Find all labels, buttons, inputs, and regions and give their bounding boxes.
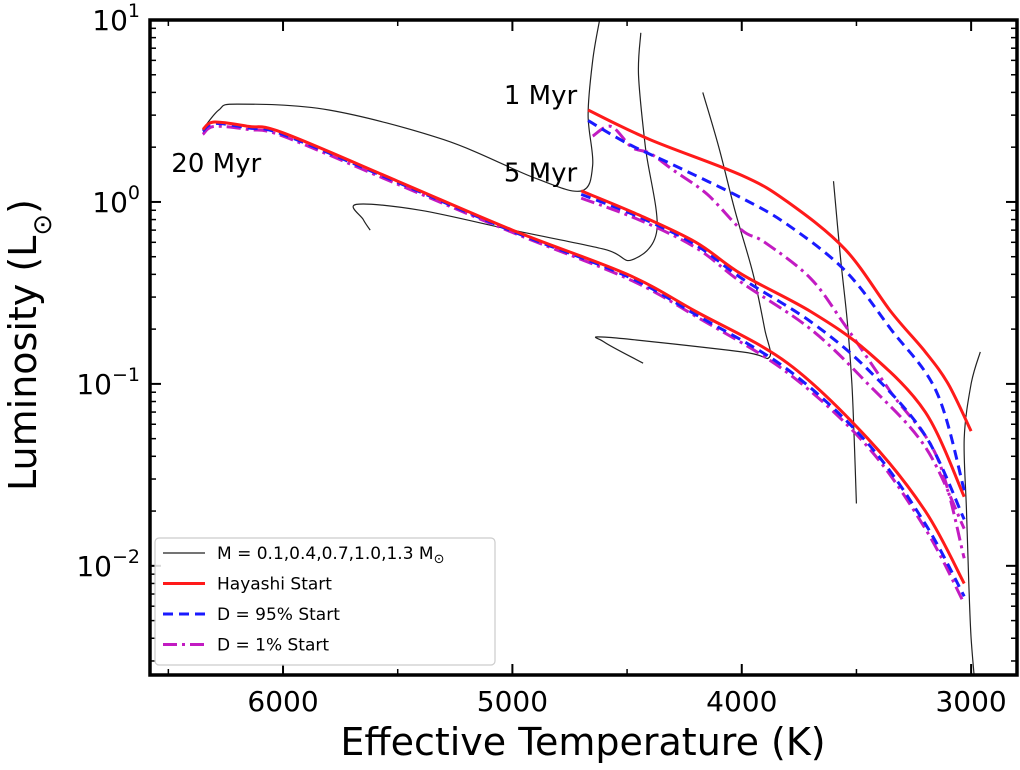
y-axis-label-sun-symbol: ⊙ (28, 214, 58, 236)
isochrone-hayashi-start-5-myr (580, 189, 966, 498)
legend-label-text: M = 0.1,0.4,0.7,1.0,1.3 M (217, 544, 434, 564)
y-tick-base: 10 (92, 186, 128, 219)
isochrone-age-label-2: 20 Myr (171, 149, 261, 179)
legend-label-text: Hayashi Start (217, 575, 332, 595)
isochrone-d-95-start-5-myr (580, 193, 966, 521)
y-axis-label-main: Luminosity (L (1, 236, 45, 491)
track-line-2 (595, 92, 772, 364)
y-tick-label-2: 10−1 (76, 364, 140, 401)
legend-label-3: D = 1% Start (217, 636, 329, 656)
track-line-1 (832, 181, 857, 504)
plot-frame (148, 18, 1019, 677)
track-line-4 (202, 20, 601, 192)
x-tick-label-1: 5000 (477, 685, 548, 718)
isochrone-d-95-start-1-myr (587, 119, 966, 491)
legend: M = 0.1,0.4,0.7,1.0,1.3 M⊙ Hayashi Start D… (154, 537, 496, 666)
x-tick-label-3: 3000 (935, 685, 1006, 718)
isochrone-hayashi-start-1-myr (587, 108, 973, 432)
y-tick-label-3: 10−2 (76, 546, 140, 583)
y-tick-exponent: 1 (128, 0, 140, 22)
legend-box (154, 537, 496, 666)
legend-label-1: Hayashi Start (217, 575, 332, 595)
y-tick-exponent: −1 (112, 364, 140, 386)
isochrone-age-label-1: 5 Myr (504, 159, 578, 189)
isochrone-d-1-start-5-myr (580, 196, 966, 530)
x-tick-label-2: 4000 (706, 685, 777, 718)
y-axis-label-end: ) (1, 199, 45, 214)
y-axis-label: Luminosity (L⊙) (1, 199, 58, 491)
y-tick-exponent: 0 (128, 182, 140, 204)
x-axis-label: Effective Temperature (K) (340, 720, 825, 764)
isochrone-age-label-0: 1 Myr (504, 81, 578, 111)
isochrone-d-1-start-20-myr (201, 124, 966, 605)
y-tick-base: 10 (76, 550, 112, 583)
x-tick-label-0: 6000 (247, 685, 318, 718)
isochrone-hayashi-start-20-myr (201, 120, 966, 585)
y-tick-base: 10 (92, 4, 128, 37)
track-line-0 (963, 351, 981, 675)
y-tick-exponent: −2 (112, 546, 140, 568)
isochrone-d-1-start-1-myr (591, 124, 966, 559)
legend-label-sun-symbol: ⊙ (434, 552, 445, 567)
annotations: 1 Myr 5 Myr 20 Myr (171, 81, 577, 189)
y-tick-base: 10 (76, 368, 112, 401)
y-tick-label-0: 101 (92, 0, 140, 37)
legend-label-text: D = 1% Start (217, 636, 329, 656)
y-tick-label-1: 100 (92, 182, 140, 219)
legend-label-2: D = 95% Start (217, 605, 340, 625)
isochrone-d-95-start-20-myr (201, 121, 966, 598)
legend-label-text: D = 95% Start (217, 605, 340, 625)
track-line-3 (352, 32, 658, 262)
legend-label-0: M = 0.1,0.4,0.7,1.0,1.3 M⊙ (217, 544, 445, 567)
plot-area (201, 20, 981, 675)
